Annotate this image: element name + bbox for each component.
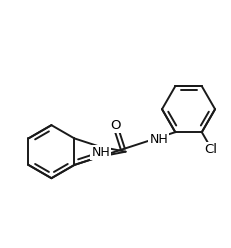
Text: Cl: Cl <box>203 143 216 156</box>
Text: NH: NH <box>91 146 110 159</box>
Text: NH: NH <box>149 133 167 146</box>
Text: O: O <box>109 119 120 132</box>
